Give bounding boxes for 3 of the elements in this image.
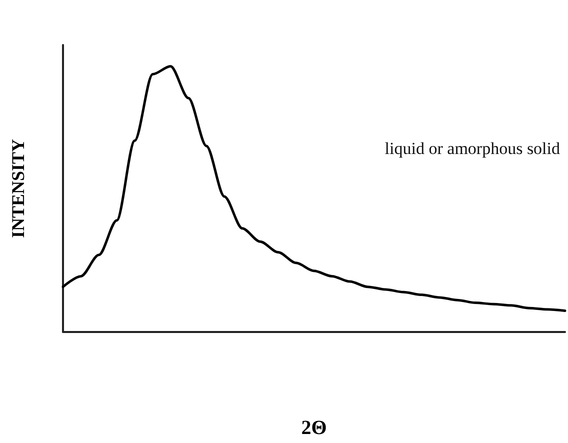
x-axis-title: 2Θ xyxy=(301,417,327,439)
y-axis-title: INTENSITY xyxy=(8,138,28,238)
annotation: liquid or amorphous solid xyxy=(384,139,560,158)
